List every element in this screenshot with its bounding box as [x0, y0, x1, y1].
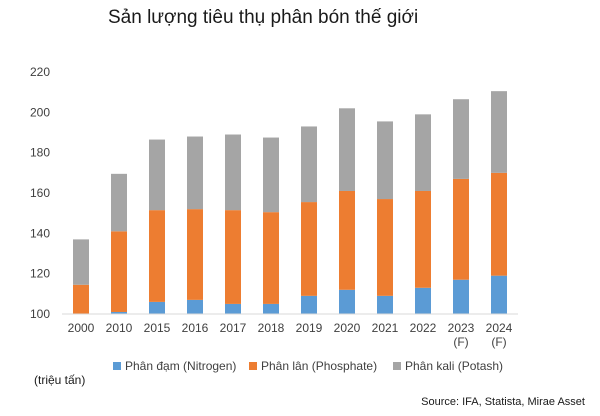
y-tick-label: 220	[30, 65, 50, 79]
bar-segment-3	[111, 173, 127, 232]
bar-segment-1	[415, 287, 431, 314]
bar-segment-3	[187, 136, 203, 210]
y-tick-label: 180	[30, 146, 50, 160]
y-tick-label: 100	[30, 307, 50, 321]
x-tick-label: 2018	[258, 321, 285, 335]
x-tick-label: 2023	[448, 321, 475, 335]
bar-segment-3	[453, 99, 469, 179]
bar-segment-3	[339, 108, 355, 191]
y-tick-label: 200	[30, 105, 50, 119]
bar-segment-3	[415, 114, 431, 191]
bar-segment-1	[491, 275, 507, 314]
bar-segment-2	[453, 178, 469, 280]
x-tick-label: 2021	[372, 321, 399, 335]
y-tick-label: 140	[30, 226, 50, 240]
x-tick-label: 2019	[296, 321, 323, 335]
bar-segment-1	[149, 301, 165, 314]
x-tick-label: 2020	[334, 321, 361, 335]
bar-segment-3	[149, 139, 165, 211]
y-tick-label: 160	[30, 186, 50, 200]
bar-segment-1	[263, 303, 279, 314]
bar-segment-1	[377, 295, 393, 314]
bar-segment-3	[301, 126, 317, 203]
x-tick-label: 2000	[68, 321, 95, 335]
bar-segment-1	[111, 311, 127, 314]
bar-segment-1	[453, 279, 469, 314]
bar-segment-3	[263, 137, 279, 213]
x-tick-label: 2024	[486, 321, 513, 335]
x-tick-label: 2017	[220, 321, 247, 335]
x-tick-label: (F)	[453, 335, 468, 349]
x-tick-label: (F)	[491, 335, 506, 349]
legend-swatch	[113, 362, 121, 370]
chart-title: Sản lượng tiêu thụ phân bón thế giới	[108, 7, 419, 28]
legend-swatch	[249, 362, 257, 370]
bar-segment-3	[491, 91, 507, 173]
bar-segment-3	[225, 134, 241, 211]
bar-segment-3	[377, 121, 393, 200]
bar-segment-2	[111, 231, 127, 312]
x-tick-label: 2016	[182, 321, 209, 335]
bar-segment-1	[301, 295, 317, 314]
bar-segment-2	[187, 209, 203, 300]
bar-segment-2	[491, 172, 507, 276]
source-note: Source: IFA, Statista, Mirae Asset	[421, 396, 585, 408]
legend-swatch	[393, 362, 401, 370]
x-tick-label: 2010	[106, 321, 133, 335]
legend-label: Phân lân (Phosphate)	[261, 359, 377, 373]
bar-segment-1	[225, 303, 241, 314]
bar-segment-1	[187, 299, 203, 314]
y-tick-label: 120	[30, 267, 50, 281]
unit-label: (triệu tấn)	[34, 373, 86, 387]
bar-segment-1	[339, 289, 355, 314]
bar-segment-2	[225, 210, 241, 304]
x-tick-label: 2022	[410, 321, 437, 335]
legend-label: Phân kali (Potash)	[405, 359, 503, 373]
x-tick-label: 2015	[144, 321, 171, 335]
bar-segment-2	[73, 284, 89, 314]
bar-segment-2	[339, 190, 355, 290]
bar-segment-2	[263, 212, 279, 304]
bar-segment-2	[301, 202, 317, 296]
bar-segment-2	[149, 210, 165, 302]
legend-label: Phân đạm (Nitrogen)	[125, 359, 236, 373]
bar-segment-2	[377, 199, 393, 296]
bar-segment-3	[73, 239, 89, 285]
bar-segment-2	[415, 190, 431, 288]
